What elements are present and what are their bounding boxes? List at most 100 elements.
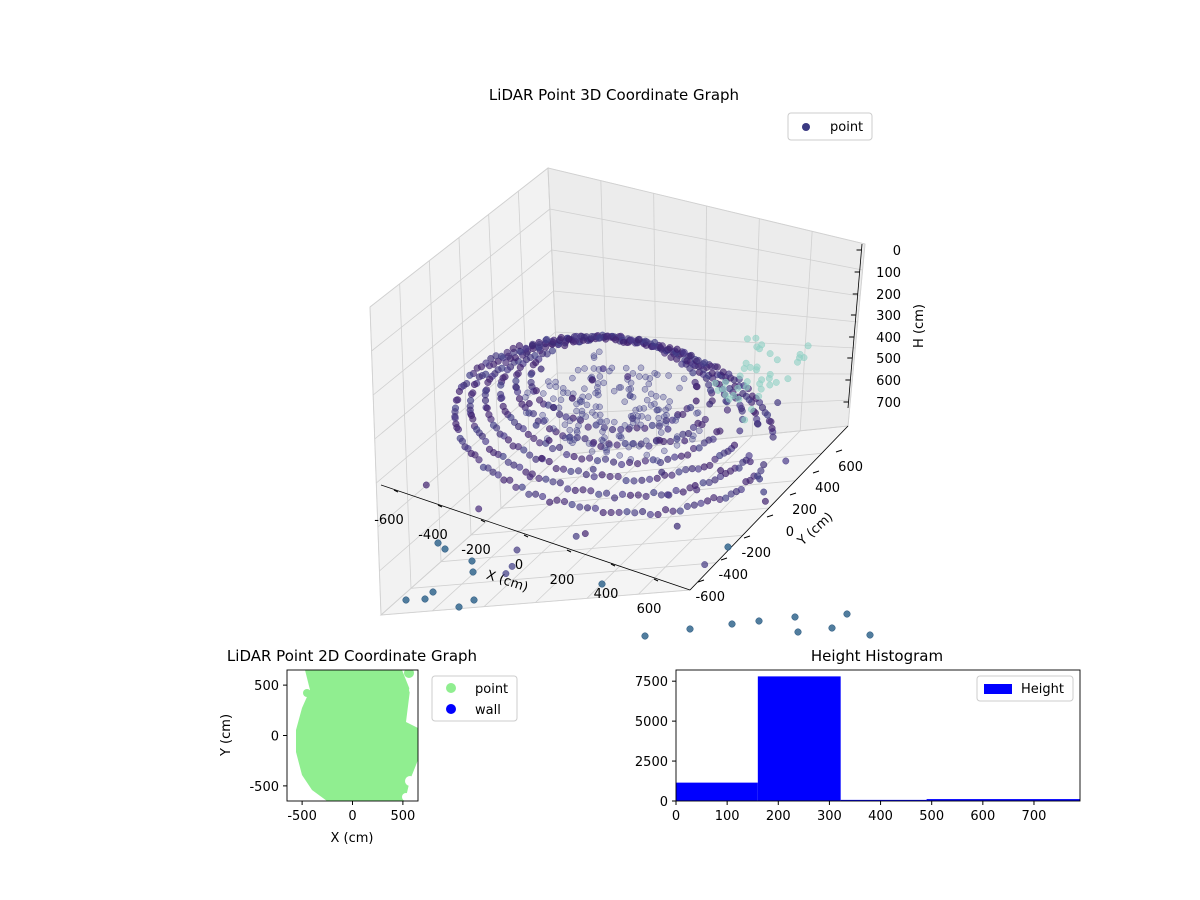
point-3d <box>756 475 764 483</box>
legend-2d-point-marker <box>446 683 456 693</box>
y-tick-label: -200 <box>741 546 771 561</box>
point-3d <box>653 474 661 482</box>
point-3d <box>745 452 753 460</box>
point-3d <box>522 393 529 401</box>
y-tick-label: 200 <box>792 503 817 518</box>
point-3d <box>613 441 621 449</box>
point-3d <box>828 624 836 632</box>
point-3d <box>519 425 527 433</box>
point-3d <box>662 420 670 427</box>
point-3d <box>537 365 545 373</box>
point-3d <box>593 457 602 465</box>
point-3d <box>627 456 635 463</box>
point-3d <box>574 366 582 374</box>
point-3d <box>455 603 463 611</box>
point-3d <box>555 404 563 412</box>
point-3d <box>741 416 749 424</box>
legend-histogram: Height <box>976 675 1074 702</box>
point-3d <box>549 478 557 486</box>
y-tick-label: -400 <box>718 568 748 583</box>
point-3d <box>594 384 601 391</box>
z-tick-label: 300 <box>876 309 901 324</box>
point-3d <box>583 504 592 512</box>
point-3d <box>525 400 533 407</box>
point-3d <box>504 458 512 466</box>
point-3d <box>637 421 645 429</box>
point-3d <box>584 423 592 431</box>
point-3d <box>716 427 724 435</box>
gap-right <box>405 776 415 786</box>
point-3d <box>588 376 596 384</box>
point-3d <box>641 386 649 393</box>
point-3d <box>666 437 674 446</box>
point-3d <box>623 508 631 516</box>
x-tick-mark <box>523 534 529 538</box>
grid-line <box>547 167 562 456</box>
point-3d <box>736 401 744 409</box>
point-3d <box>768 424 776 432</box>
point-3d <box>735 464 743 472</box>
point-3d <box>469 568 477 576</box>
legend-2d-wall-marker <box>446 704 456 714</box>
point-3d <box>716 495 724 503</box>
point-3d <box>701 359 709 367</box>
grid-line <box>379 413 560 572</box>
grid-line <box>553 290 858 323</box>
grid-line <box>847 243 866 427</box>
point-3d <box>639 508 647 516</box>
point-3d <box>502 570 510 578</box>
point-3d <box>454 425 462 434</box>
z-axis-label: H (cm) <box>912 304 927 348</box>
point-3d <box>484 464 492 472</box>
point-3d <box>553 496 561 504</box>
point-3d <box>656 458 665 467</box>
point-3d <box>566 426 574 434</box>
point-3d <box>473 364 481 372</box>
point-3d <box>650 489 658 497</box>
point-3d <box>576 503 584 511</box>
histogram-bar <box>840 799 927 801</box>
point-3d <box>699 479 707 487</box>
point-3d <box>525 490 533 498</box>
point-3d <box>626 491 635 499</box>
point-3d <box>681 437 689 445</box>
point-3d <box>734 384 742 392</box>
point-3d <box>529 410 537 418</box>
point-3d <box>545 457 553 466</box>
point-3d <box>648 421 656 429</box>
point-3d <box>617 384 624 391</box>
point-3d <box>668 471 676 479</box>
y-tick-mark <box>743 535 751 539</box>
point-3d <box>596 334 604 342</box>
point-3d <box>571 486 579 494</box>
grid-line <box>369 167 549 308</box>
point-3d <box>774 399 782 407</box>
point-3d <box>529 340 537 348</box>
x-tick-mark <box>480 519 486 523</box>
point-3d <box>606 441 613 449</box>
point-3d <box>557 396 565 404</box>
grid-line <box>551 249 861 297</box>
point-3d <box>546 425 554 433</box>
point-3d <box>645 380 653 388</box>
point-3d <box>532 387 540 395</box>
point-3d <box>701 415 709 424</box>
z-tick-label: 700 <box>876 396 901 411</box>
point-3d <box>563 451 571 459</box>
point-3d <box>591 504 599 512</box>
point-3d <box>709 435 717 443</box>
point-3d <box>556 479 564 487</box>
point-3d <box>559 465 568 473</box>
point-3d <box>475 456 483 464</box>
point-3d <box>484 378 492 386</box>
point-3d <box>629 415 637 423</box>
grid-line <box>547 167 866 245</box>
point-3d <box>736 372 744 380</box>
point-3d <box>677 452 685 460</box>
point-3d <box>682 466 690 474</box>
point-3d <box>596 411 604 419</box>
point-3d <box>429 588 437 596</box>
point-3d <box>755 617 763 625</box>
point-3d <box>470 596 478 604</box>
histogram-bar <box>757 676 841 801</box>
